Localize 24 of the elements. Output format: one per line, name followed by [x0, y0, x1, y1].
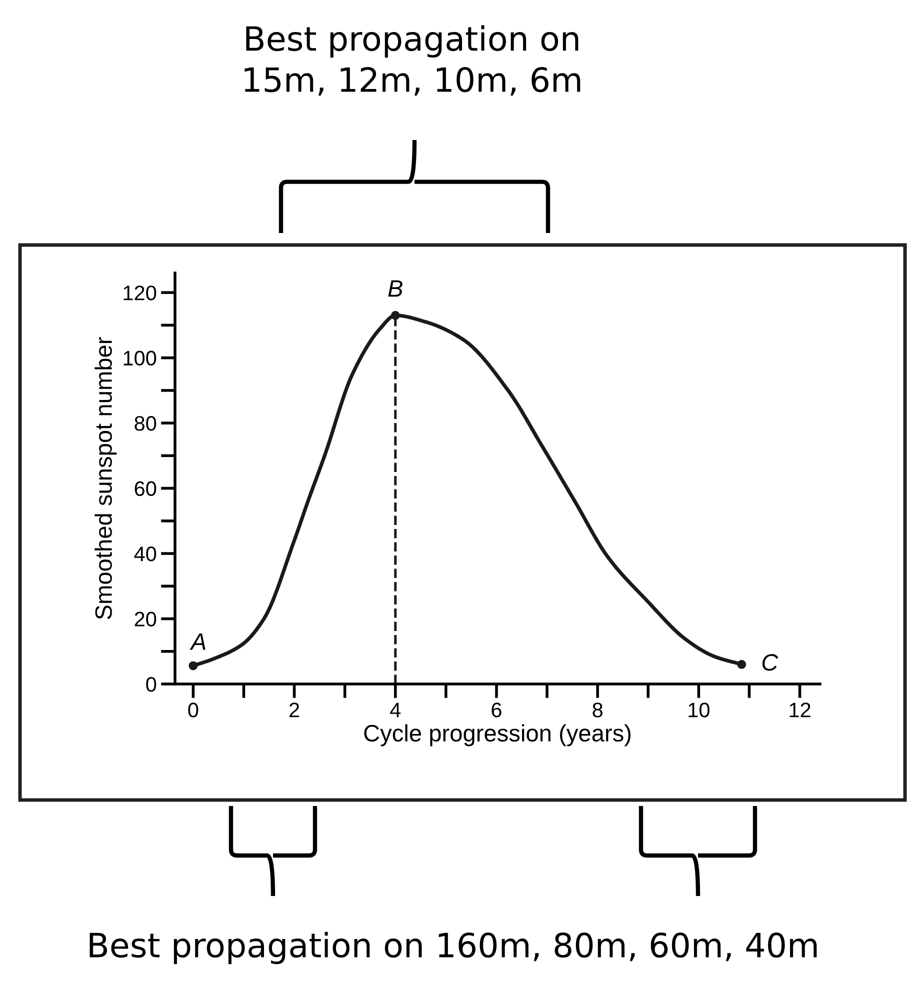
x-tick-label: 2 [290, 702, 300, 718]
x-tick-label: 0 [188, 702, 198, 718]
point [737, 660, 746, 669]
point [390, 310, 400, 320]
y-tick-label: 20 [134, 612, 156, 627]
y-tick-label: 60 [134, 481, 156, 496]
text: Best propagation on 160m, 80m, 60m, 40m [90, 932, 817, 964]
annotation: B [388, 280, 402, 297]
y-tick-label: 100 [124, 350, 156, 366]
y-tick-label: 120 [124, 286, 156, 300]
y-tick-label: 80 [134, 416, 156, 431]
x-tick-label: 12 [790, 702, 810, 718]
x-tick-label: 4 [390, 702, 401, 718]
annotation: C [762, 654, 778, 671]
x-tick-label: 8 [592, 702, 602, 718]
x-axis-title: Cycle progression (years) [364, 724, 631, 746]
text: Best propagation on 15m, 12m, 10m, 6m [244, 25, 580, 96]
x-tick-label: 6 [492, 702, 502, 718]
point [188, 661, 198, 670]
x-tick-label: 10 [688, 702, 710, 718]
y-tick-label: 40 [134, 546, 156, 562]
y-axis-title: Smoothed sunspot number [94, 337, 117, 620]
y-tick-label: 0 [146, 677, 156, 692]
annotation: A [190, 633, 206, 650]
